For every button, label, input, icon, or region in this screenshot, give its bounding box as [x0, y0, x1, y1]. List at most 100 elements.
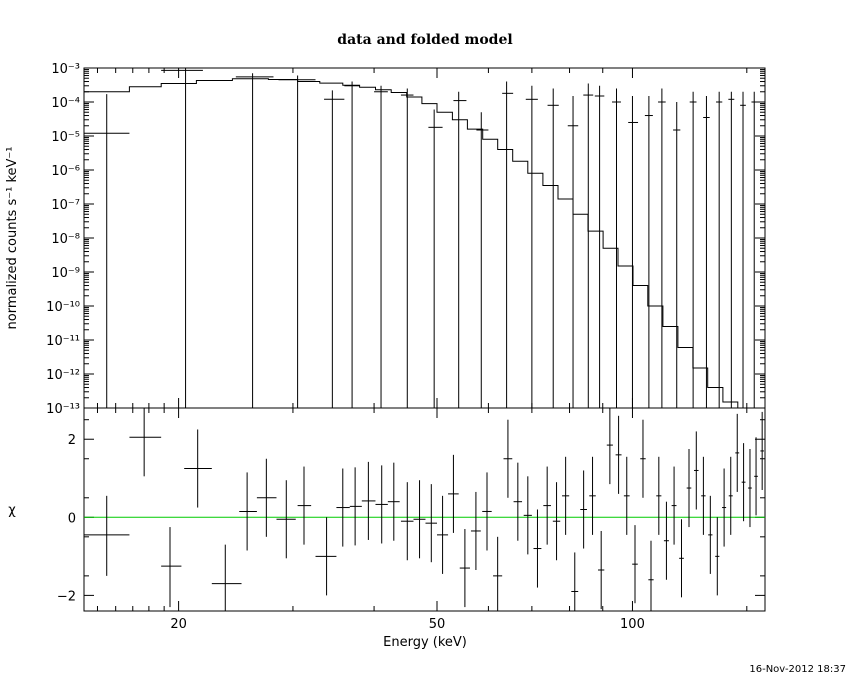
- data-point: [161, 68, 203, 408]
- residual-point: [533, 509, 542, 588]
- residual-point: [552, 482, 561, 561]
- data-point: [502, 81, 514, 408]
- residual-point: [648, 540, 654, 611]
- x-tick-labels: 20 50 100: [170, 617, 645, 632]
- residual-y-tick-label: −2: [57, 589, 76, 604]
- spectrum-axes: [83, 67, 766, 409]
- residual-point: [184, 429, 212, 508]
- residual-point: [425, 484, 437, 563]
- y-tick-label: 10⁻¹⁰: [46, 300, 80, 315]
- data-point: [324, 90, 345, 408]
- residual-point: [315, 517, 337, 596]
- spectrum-frame: [83, 67, 766, 409]
- data-point: [658, 88, 666, 408]
- y-tick-label: 10⁻³: [51, 62, 80, 77]
- residual-point: [694, 431, 699, 510]
- data-point: [453, 91, 467, 408]
- residual-point: [760, 411, 764, 490]
- residual-point: [297, 466, 312, 545]
- residual-point: [448, 454, 459, 533]
- y-tick-label: 10⁻¹²: [46, 368, 80, 383]
- chart-title: data and folded model: [337, 32, 512, 48]
- residual-point: [256, 458, 277, 537]
- residual-point: [129, 408, 162, 477]
- residual-point: [211, 544, 242, 611]
- data-point: [525, 85, 538, 408]
- residual-point: [436, 495, 449, 574]
- y-tick-label: 10⁻⁴: [51, 96, 80, 111]
- residual-point: [589, 456, 596, 535]
- residual-point: [276, 480, 296, 559]
- residual-point: [84, 495, 130, 576]
- y-tick-label: 10⁻⁷: [51, 198, 80, 213]
- y-tick-label: 10⁻⁹: [51, 266, 80, 281]
- residual-point: [640, 419, 646, 498]
- data-point: [751, 91, 757, 408]
- residual-point: [562, 456, 570, 535]
- residual-point: [239, 472, 257, 551]
- residual-y-axis-label: χ: [8, 503, 16, 518]
- y-tick-label: 10⁻¹³: [46, 402, 80, 417]
- residual-point: [679, 519, 684, 598]
- residual-point: [741, 443, 746, 522]
- residual-point: [615, 415, 622, 494]
- y-tick-labels: 10⁻¹³ 10⁻¹² 10⁻¹¹ 10⁻¹⁰ 10⁻⁹ 10⁻⁸ 10⁻⁷ 10⁻⁶ 10⁻⁵…: [46, 62, 80, 417]
- residual-point: [493, 536, 503, 611]
- residual-axes: [83, 407, 766, 612]
- residual-point: [361, 461, 376, 540]
- residual-point: [387, 462, 400, 541]
- y-tick-label: 10⁻⁸: [51, 232, 80, 247]
- residual-y-tick-label: 0: [68, 511, 76, 526]
- residual-point: [671, 466, 677, 545]
- residual-point: [375, 465, 388, 544]
- data-point: [740, 91, 746, 408]
- data-point: [703, 96, 710, 408]
- residual-point: [686, 448, 692, 528]
- y-tick-label: 10⁻¹¹: [46, 334, 80, 349]
- spectrum-data-points: [84, 68, 757, 408]
- x-axis-label: Energy (keV): [383, 635, 467, 650]
- timestamp: 16-Nov-2012 18:37: [749, 664, 846, 675]
- residual-point: [413, 480, 426, 559]
- data-point: [583, 83, 594, 408]
- residual-point: [708, 495, 713, 574]
- data-point: [716, 91, 723, 408]
- residual-point: [513, 462, 523, 541]
- data-point: [400, 88, 414, 408]
- residual-point: [722, 468, 727, 547]
- residual-point: [701, 456, 706, 535]
- data-point: [84, 94, 130, 408]
- residual-point: [656, 456, 662, 535]
- residual-point: [523, 476, 532, 555]
- residual-point: [503, 419, 513, 498]
- residual-point: [632, 525, 638, 604]
- residual-data-points: [84, 408, 764, 611]
- residual-point: [580, 470, 587, 549]
- residual-point: [400, 482, 414, 561]
- y-tick-label: 10⁻⁵: [51, 130, 80, 145]
- x-tick-label: 100: [620, 617, 645, 632]
- residual-point: [754, 437, 758, 516]
- data-point: [673, 102, 681, 408]
- residual-point: [161, 527, 182, 608]
- residual-point: [470, 491, 481, 571]
- data-point: [728, 91, 735, 408]
- folded-model-steps: [84, 78, 765, 409]
- data-point: [594, 85, 605, 408]
- residual-point: [336, 468, 350, 547]
- residual-y-tick-label: 2: [68, 433, 76, 448]
- residual-point: [459, 529, 470, 608]
- data-point: [628, 96, 639, 408]
- residual-frame: [83, 407, 766, 612]
- residual-y-tick-labels: 2 0 −2: [57, 433, 76, 604]
- residual-point: [735, 413, 740, 492]
- spectrum-panel: 10⁻¹³ 10⁻¹² 10⁻¹¹ 10⁻¹⁰ 10⁻⁹ 10⁻⁸ 10⁻⁷ 10⁻⁶ 10⁻⁵…: [46, 62, 766, 417]
- y-tick-label: 10⁻⁶: [51, 164, 80, 179]
- data-point: [689, 91, 697, 408]
- x-tick-label: 50: [429, 617, 446, 632]
- residual-point: [349, 467, 362, 546]
- residual-point: [598, 530, 605, 610]
- data-point: [547, 88, 559, 408]
- x-tick-label: 20: [170, 617, 187, 632]
